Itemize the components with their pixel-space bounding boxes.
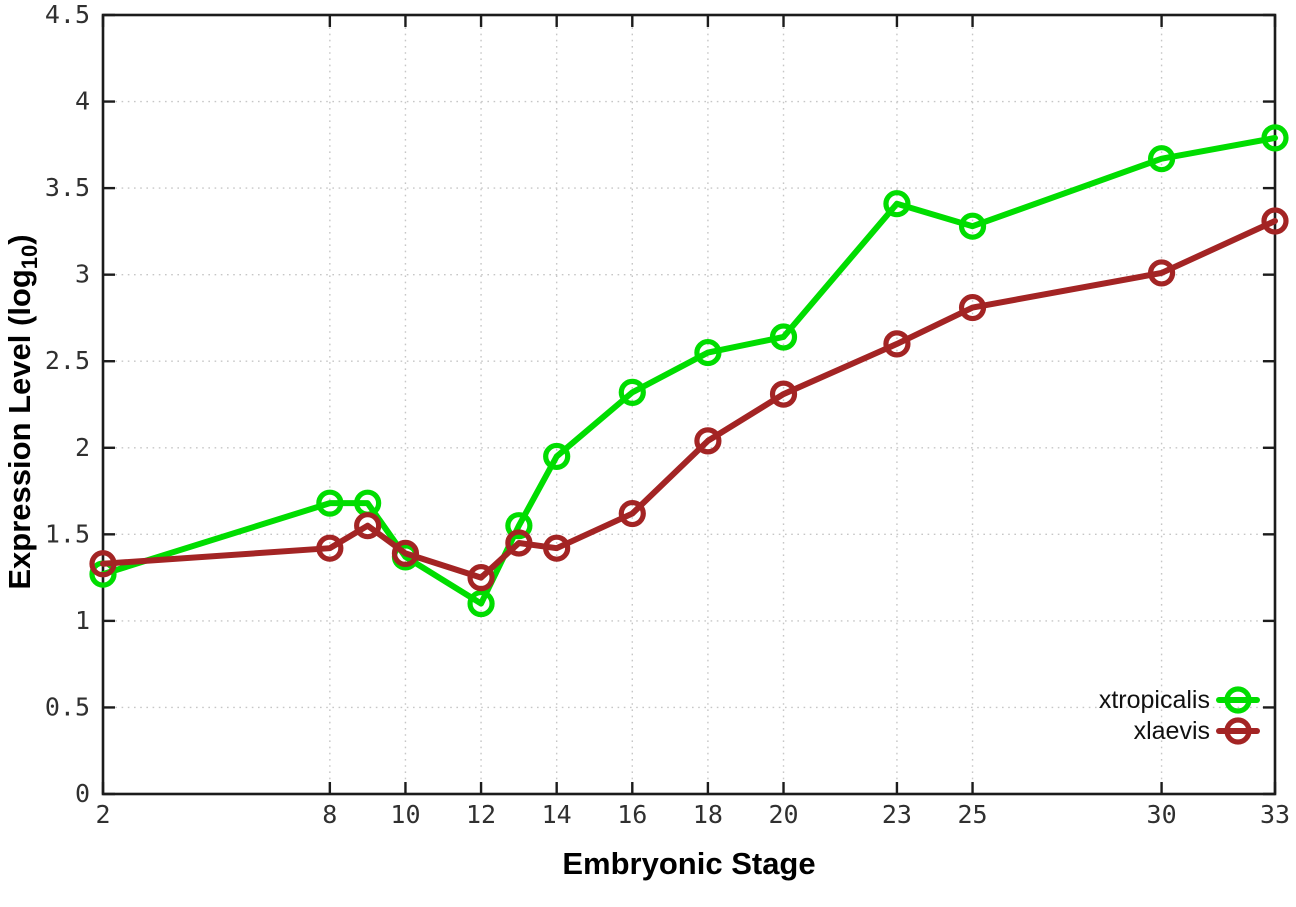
x-tick-label: 33	[1260, 800, 1290, 829]
data-point-xlaevis	[543, 534, 571, 562]
y-axis-title-close: )	[2, 234, 37, 244]
x-tick-label: 10	[390, 800, 420, 829]
y-axis-title-main: Expression Level (log	[2, 269, 37, 589]
y-tick-label: 1.5	[45, 519, 90, 548]
x-tick-label: 25	[957, 800, 987, 829]
data-point-xtropicalis	[769, 323, 798, 351]
x-tick-label: 12	[466, 800, 496, 829]
x-tick-label: 30	[1147, 800, 1177, 829]
plot-border	[101, 13, 1277, 796]
data-point-xtropicalis	[316, 489, 344, 517]
data-point-xtropicalis	[618, 378, 646, 406]
y-tick-label: 2.5	[45, 346, 90, 375]
y-axis-title-subscript: 10	[17, 245, 42, 269]
x-tick-label: 8	[322, 800, 337, 829]
x-tick-label: 23	[882, 800, 912, 829]
data-point-xtropicalis	[505, 512, 533, 540]
x-axis-title: Embryonic Stage	[562, 846, 815, 881]
data-point-xtropicalis	[1147, 145, 1176, 173]
data-point-xlaevis	[505, 529, 533, 557]
data-point-xlaevis	[1147, 259, 1176, 287]
data-point-xlaevis	[1261, 207, 1289, 235]
data-point-xlaevis	[958, 293, 987, 322]
data-point-xtropicalis	[694, 338, 722, 367]
x-tick-label: 20	[768, 800, 798, 829]
legend-label-xtropicalis: xtropicalis	[1099, 686, 1210, 714]
data-point-xtropicalis	[467, 589, 495, 618]
data-point-xlaevis	[618, 499, 646, 528]
y-tick-label: 3.5	[45, 173, 90, 202]
data-point-xlaevis	[316, 534, 344, 562]
y-axis-title: Expression Level (log10)	[2, 234, 42, 589]
x-tick-label: 16	[617, 800, 647, 829]
data-point-xlaevis	[354, 512, 382, 540]
y-tick-label: 0	[75, 779, 90, 808]
legend-marker-xtropicalis	[1224, 686, 1252, 714]
data-point-xtropicalis	[543, 442, 571, 471]
series-line-xlaevis	[100, 218, 1278, 581]
x-tick-label: 14	[542, 800, 572, 829]
y-tick-label: 4.5	[45, 0, 90, 29]
data-point-xlaevis	[467, 564, 495, 592]
data-point-xlaevis	[883, 330, 911, 358]
y-tick-label: 3	[75, 260, 90, 289]
data-point-xlaevis	[89, 550, 117, 578]
series-line-xtropicalis	[100, 134, 1278, 607]
data-point-xtropicalis	[883, 190, 911, 218]
legend-marker-xlaevis	[1224, 717, 1252, 745]
data-point-xlaevis	[694, 427, 722, 455]
x-tick-label: 18	[693, 800, 723, 829]
y-tick-label: 1	[75, 606, 90, 635]
x-tick-label: 2	[95, 800, 110, 829]
y-tick-label: 4	[75, 87, 90, 116]
data-point-xtropicalis	[1261, 124, 1289, 152]
data-point-xlaevis	[391, 539, 420, 567]
data-point-xtropicalis	[958, 212, 987, 240]
data-point-xlaevis	[769, 380, 798, 408]
y-tick-label: 0.5	[45, 692, 90, 721]
y-tick-label: 2	[75, 433, 90, 462]
legend-label-xlaevis: xlaevis	[1134, 717, 1210, 745]
